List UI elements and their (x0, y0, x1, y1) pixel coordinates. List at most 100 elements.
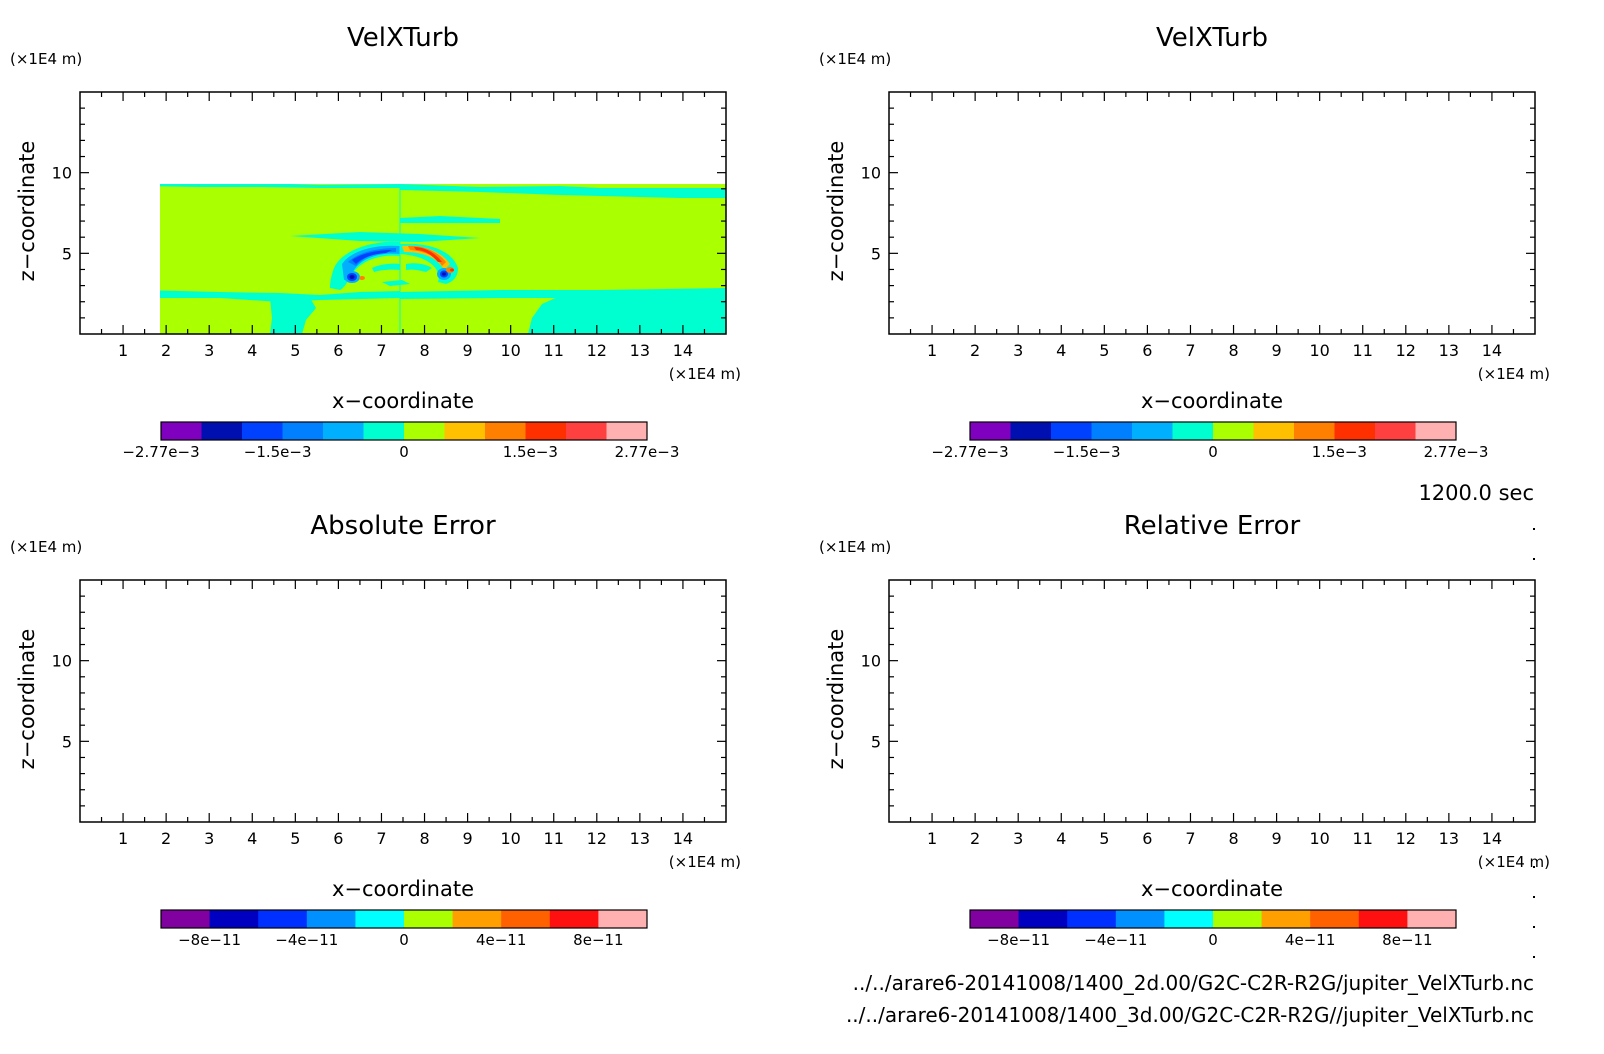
colorbar-swatch (161, 910, 211, 928)
colorbar-swatch (404, 910, 454, 928)
colorbar-swatch (1294, 422, 1335, 440)
colorbar-swatch (1172, 422, 1214, 440)
colorbar-label: 1.5e−3 (1312, 443, 1367, 461)
colorbar-label: 0 (1208, 931, 1218, 949)
y-tick-label: 10 (52, 652, 72, 671)
x-tick-label: 2 (161, 829, 171, 848)
y-tick-label: 5 (62, 244, 72, 263)
x-tick-label: 5 (290, 341, 300, 360)
colorbar-label: 4e−11 (476, 931, 526, 949)
colorbar-swatch (452, 910, 502, 928)
x-tick-label: 13 (1439, 341, 1459, 360)
x-tick-label: 1 (927, 829, 937, 848)
colorbar-swatch (161, 422, 202, 440)
colorbar-label: −2.77e−3 (122, 443, 199, 461)
x-axis-label: x−coordinate (332, 877, 474, 901)
x-tick-label: 4 (247, 341, 257, 360)
colorbar-swatch (1407, 910, 1457, 928)
colorbar-label: 2.77e−3 (1424, 443, 1489, 461)
y-tick-label: 10 (861, 652, 881, 671)
colorbar-swatch (598, 910, 648, 928)
colorbar-swatch (404, 422, 445, 440)
x-tick-label: 14 (673, 341, 693, 360)
plot-frame (888, 579, 1536, 823)
x-axis-label: x−coordinate (332, 389, 474, 413)
colorbar-swatch (1253, 422, 1295, 440)
chart-title: VelXTurb (347, 23, 459, 53)
x-tick-label: 12 (587, 829, 607, 848)
colorbar-swatch (201, 422, 243, 440)
y-unit-label: (×1E4 m) (819, 50, 891, 68)
x-tick-label: 5 (290, 829, 300, 848)
x-tick-label: 2 (970, 341, 980, 360)
x-tick-label: 6 (333, 341, 343, 360)
x-tick-label: 7 (1185, 341, 1195, 360)
colorbar-swatch (1018, 910, 1068, 928)
colorbar-label: −4e−11 (275, 931, 338, 949)
x-tick-label: 6 (333, 829, 343, 848)
stray-marks (1533, 528, 1535, 958)
x-tick-label: 1 (118, 341, 128, 360)
colorbar-swatch (444, 422, 486, 440)
x-tick-label: 9 (463, 829, 473, 848)
colorbar-label: −8e−11 (987, 931, 1050, 949)
x-tick-label: 6 (1142, 829, 1152, 848)
x-tick-label: 3 (204, 341, 214, 360)
y-tick-label: 5 (871, 244, 881, 263)
y-tick-label: 5 (871, 732, 881, 751)
colorbar-swatch (209, 910, 259, 928)
x-tick-label: 11 (1353, 341, 1373, 360)
colorbar-swatch (549, 910, 599, 928)
x-unit-label: (×1E4 m) (1478, 365, 1550, 383)
colorbar-label: −4e−11 (1084, 931, 1147, 949)
colorbar-swatch (1091, 422, 1133, 440)
x-tick-label: 8 (1228, 829, 1238, 848)
colorbar-swatch (1310, 910, 1360, 928)
colorbar-swatch (606, 422, 648, 440)
colorbar: −8e−11 −4e−11 0 4e−11 8e−11 (969, 909, 1457, 949)
time-label: 1200.0 sec (1418, 481, 1534, 505)
colorbar-label: 1.5e−3 (503, 443, 558, 461)
x-tick-label: 2 (161, 341, 171, 360)
x-tick-label: 14 (673, 829, 693, 848)
colorbar-swatch (1010, 422, 1052, 440)
colorbar-label: 2.77e−3 (615, 443, 680, 461)
x-tick-label: 8 (419, 829, 429, 848)
colorbar: −2.77e−3 −1.5e−3 0 1.5e−3 2.77e−3 (122, 421, 680, 461)
chart-title: VelXTurb (1156, 23, 1268, 53)
x-tick-label: 1 (927, 341, 937, 360)
y-unit-label: (×1E4 m) (819, 538, 891, 556)
plot-frame (79, 579, 727, 823)
colorbar-label: 4e−11 (1285, 931, 1335, 949)
heatmap-field (80, 92, 726, 334)
x-tick-label: 3 (1013, 829, 1023, 848)
y-axis-label: z−coordinate (824, 629, 848, 770)
x-tick-label: 4 (1056, 829, 1066, 848)
colorbar-label: −1.5e−3 (244, 443, 312, 461)
colorbar-swatch (323, 422, 364, 440)
footer-path-1: ../../arare6-20141008/1400_2d.00/G2C-C2R… (853, 971, 1534, 995)
x-tick-label: 13 (1439, 829, 1459, 848)
colorbar-label: 8e−11 (573, 931, 623, 949)
x-unit-label: (×1E4 m) (669, 365, 741, 383)
colorbar-swatch (1261, 910, 1311, 928)
x-tick-label: 1 (118, 829, 128, 848)
colorbar-frame (969, 421, 1457, 441)
colorbar-swatch (1213, 422, 1254, 440)
colorbar-swatch (258, 910, 308, 928)
y-unit-label: (×1E4 m) (10, 50, 82, 68)
x-unit-label: (×1E4 m) (1478, 853, 1550, 871)
x-tick-label: 4 (1056, 341, 1066, 360)
colorbar-label: 0 (1208, 443, 1218, 461)
colorbar-swatch (1164, 910, 1214, 928)
colorbar-swatch (355, 910, 405, 928)
colorbar-label: 0 (399, 931, 409, 949)
x-tick-label: 9 (463, 341, 473, 360)
x-axis-label: x−coordinate (1141, 389, 1283, 413)
colorbar-swatch (501, 910, 551, 928)
x-tick-label: 14 (1482, 341, 1502, 360)
colorbar-label: 8e−11 (1382, 931, 1432, 949)
x-tick-label: 12 (1396, 829, 1416, 848)
colorbar-swatch (1358, 910, 1408, 928)
